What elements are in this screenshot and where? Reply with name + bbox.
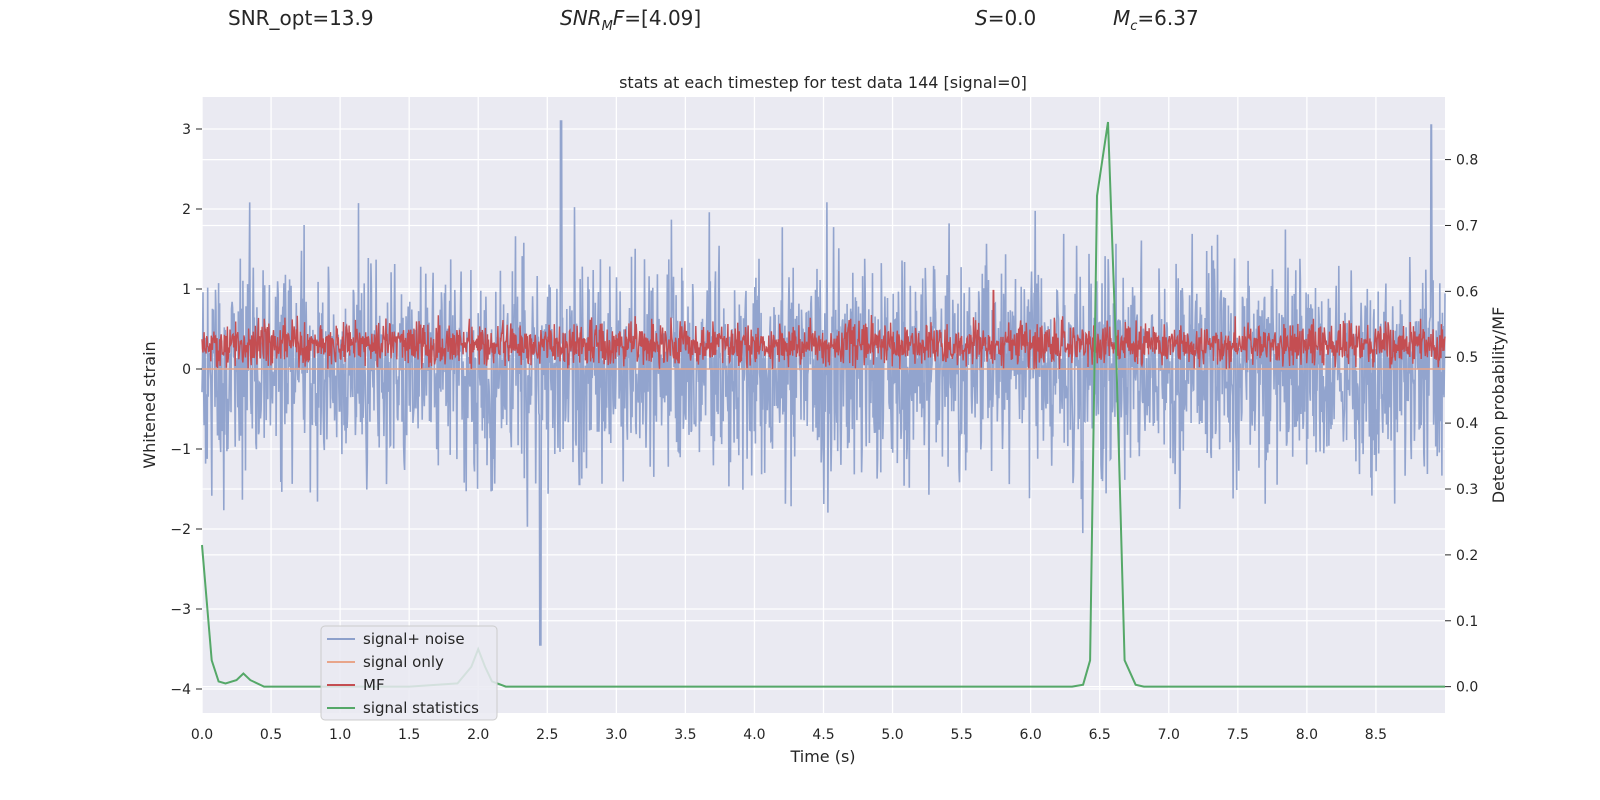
x-tick-label: 1.5 bbox=[398, 727, 420, 743]
x-tick-label: 5.5 bbox=[950, 727, 972, 743]
y-right-tick-label: 0.5 bbox=[1456, 350, 1478, 366]
x-tick-label: 5.0 bbox=[881, 727, 903, 743]
x-tick-label: 2.5 bbox=[536, 727, 558, 743]
y-axis-right-label: Detection probability/MF bbox=[1489, 307, 1508, 504]
y-tick-label: −4 bbox=[170, 682, 191, 698]
y-tick-label: −3 bbox=[170, 602, 191, 618]
y-tick-label: 3 bbox=[182, 122, 191, 138]
x-tick-label: 2.0 bbox=[467, 727, 489, 743]
y-right-tick-label: 0.4 bbox=[1456, 416, 1478, 432]
chart-title: stats at each timestep for test data 144… bbox=[619, 73, 1027, 92]
x-tick-label: 8.0 bbox=[1296, 727, 1318, 743]
x-tick-label: 0.5 bbox=[260, 727, 282, 743]
y-right-tick-label: 0.7 bbox=[1456, 218, 1478, 234]
x-tick-label: 7.0 bbox=[1158, 727, 1180, 743]
y-tick-label: 1 bbox=[182, 282, 191, 298]
x-tick-label: 4.5 bbox=[812, 727, 834, 743]
x-axis-label: Time (s) bbox=[789, 747, 855, 766]
x-tick-label: 3.5 bbox=[674, 727, 696, 743]
legend: signal+ noise signal only MF signal statist… bbox=[320, 625, 498, 721]
y-right-tick-label: 0.3 bbox=[1456, 482, 1478, 498]
y-right-tick-label: 0.1 bbox=[1456, 614, 1478, 630]
x-tick-label: 0.0 bbox=[191, 727, 213, 743]
y-right-tick-label: 0.6 bbox=[1456, 284, 1478, 300]
x-tick-label: 4.0 bbox=[743, 727, 765, 743]
legend-label: signal statistics bbox=[363, 699, 479, 717]
x-tick-label: 8.5 bbox=[1365, 727, 1387, 743]
legend-label: MF bbox=[363, 676, 385, 694]
legend-box bbox=[320, 625, 498, 721]
y-tick-label: −2 bbox=[170, 522, 191, 538]
mc-label: Mc=6.37 bbox=[1113, 6, 1199, 34]
snr-opt-label: SNR_opt=13.9 bbox=[228, 6, 374, 30]
ticks: 0.0 0.5 1.0 1.5 2.0 2.5 3.0 3.5 4.0 4.5 5.0 5.5 6.0 6… bbox=[170, 122, 1478, 743]
series-mf-line bbox=[201, 289, 1446, 370]
y-right-tick-label: 0.2 bbox=[1456, 548, 1478, 564]
x-tick-label: 7.5 bbox=[1227, 727, 1249, 743]
mc-symbol: Mc bbox=[1113, 6, 1138, 34]
series-signal-noise-line bbox=[201, 120, 1446, 646]
y-tick-label: −1 bbox=[170, 442, 191, 458]
s-label: S=0.0 bbox=[975, 6, 1037, 30]
snr-mf-symbol: SNRMF bbox=[560, 6, 625, 34]
x-tick-label: 6.0 bbox=[1020, 727, 1042, 743]
legend-label: signal+ noise bbox=[363, 630, 465, 648]
legend-label: signal only bbox=[363, 653, 444, 671]
x-tick-label: 1.0 bbox=[329, 727, 351, 743]
y-right-tick-label: 0.8 bbox=[1456, 153, 1478, 169]
y-right-tick-label: 0.0 bbox=[1456, 680, 1478, 696]
snr-mf-label: SNRMF=[4.09] bbox=[560, 6, 702, 34]
y-tick-label: 0 bbox=[182, 362, 191, 378]
y-axis-label: Whitened strain bbox=[140, 341, 159, 468]
y-tick-label: 2 bbox=[182, 202, 191, 218]
x-tick-label: 6.5 bbox=[1089, 727, 1111, 743]
x-tick-label: 3.0 bbox=[605, 727, 627, 743]
